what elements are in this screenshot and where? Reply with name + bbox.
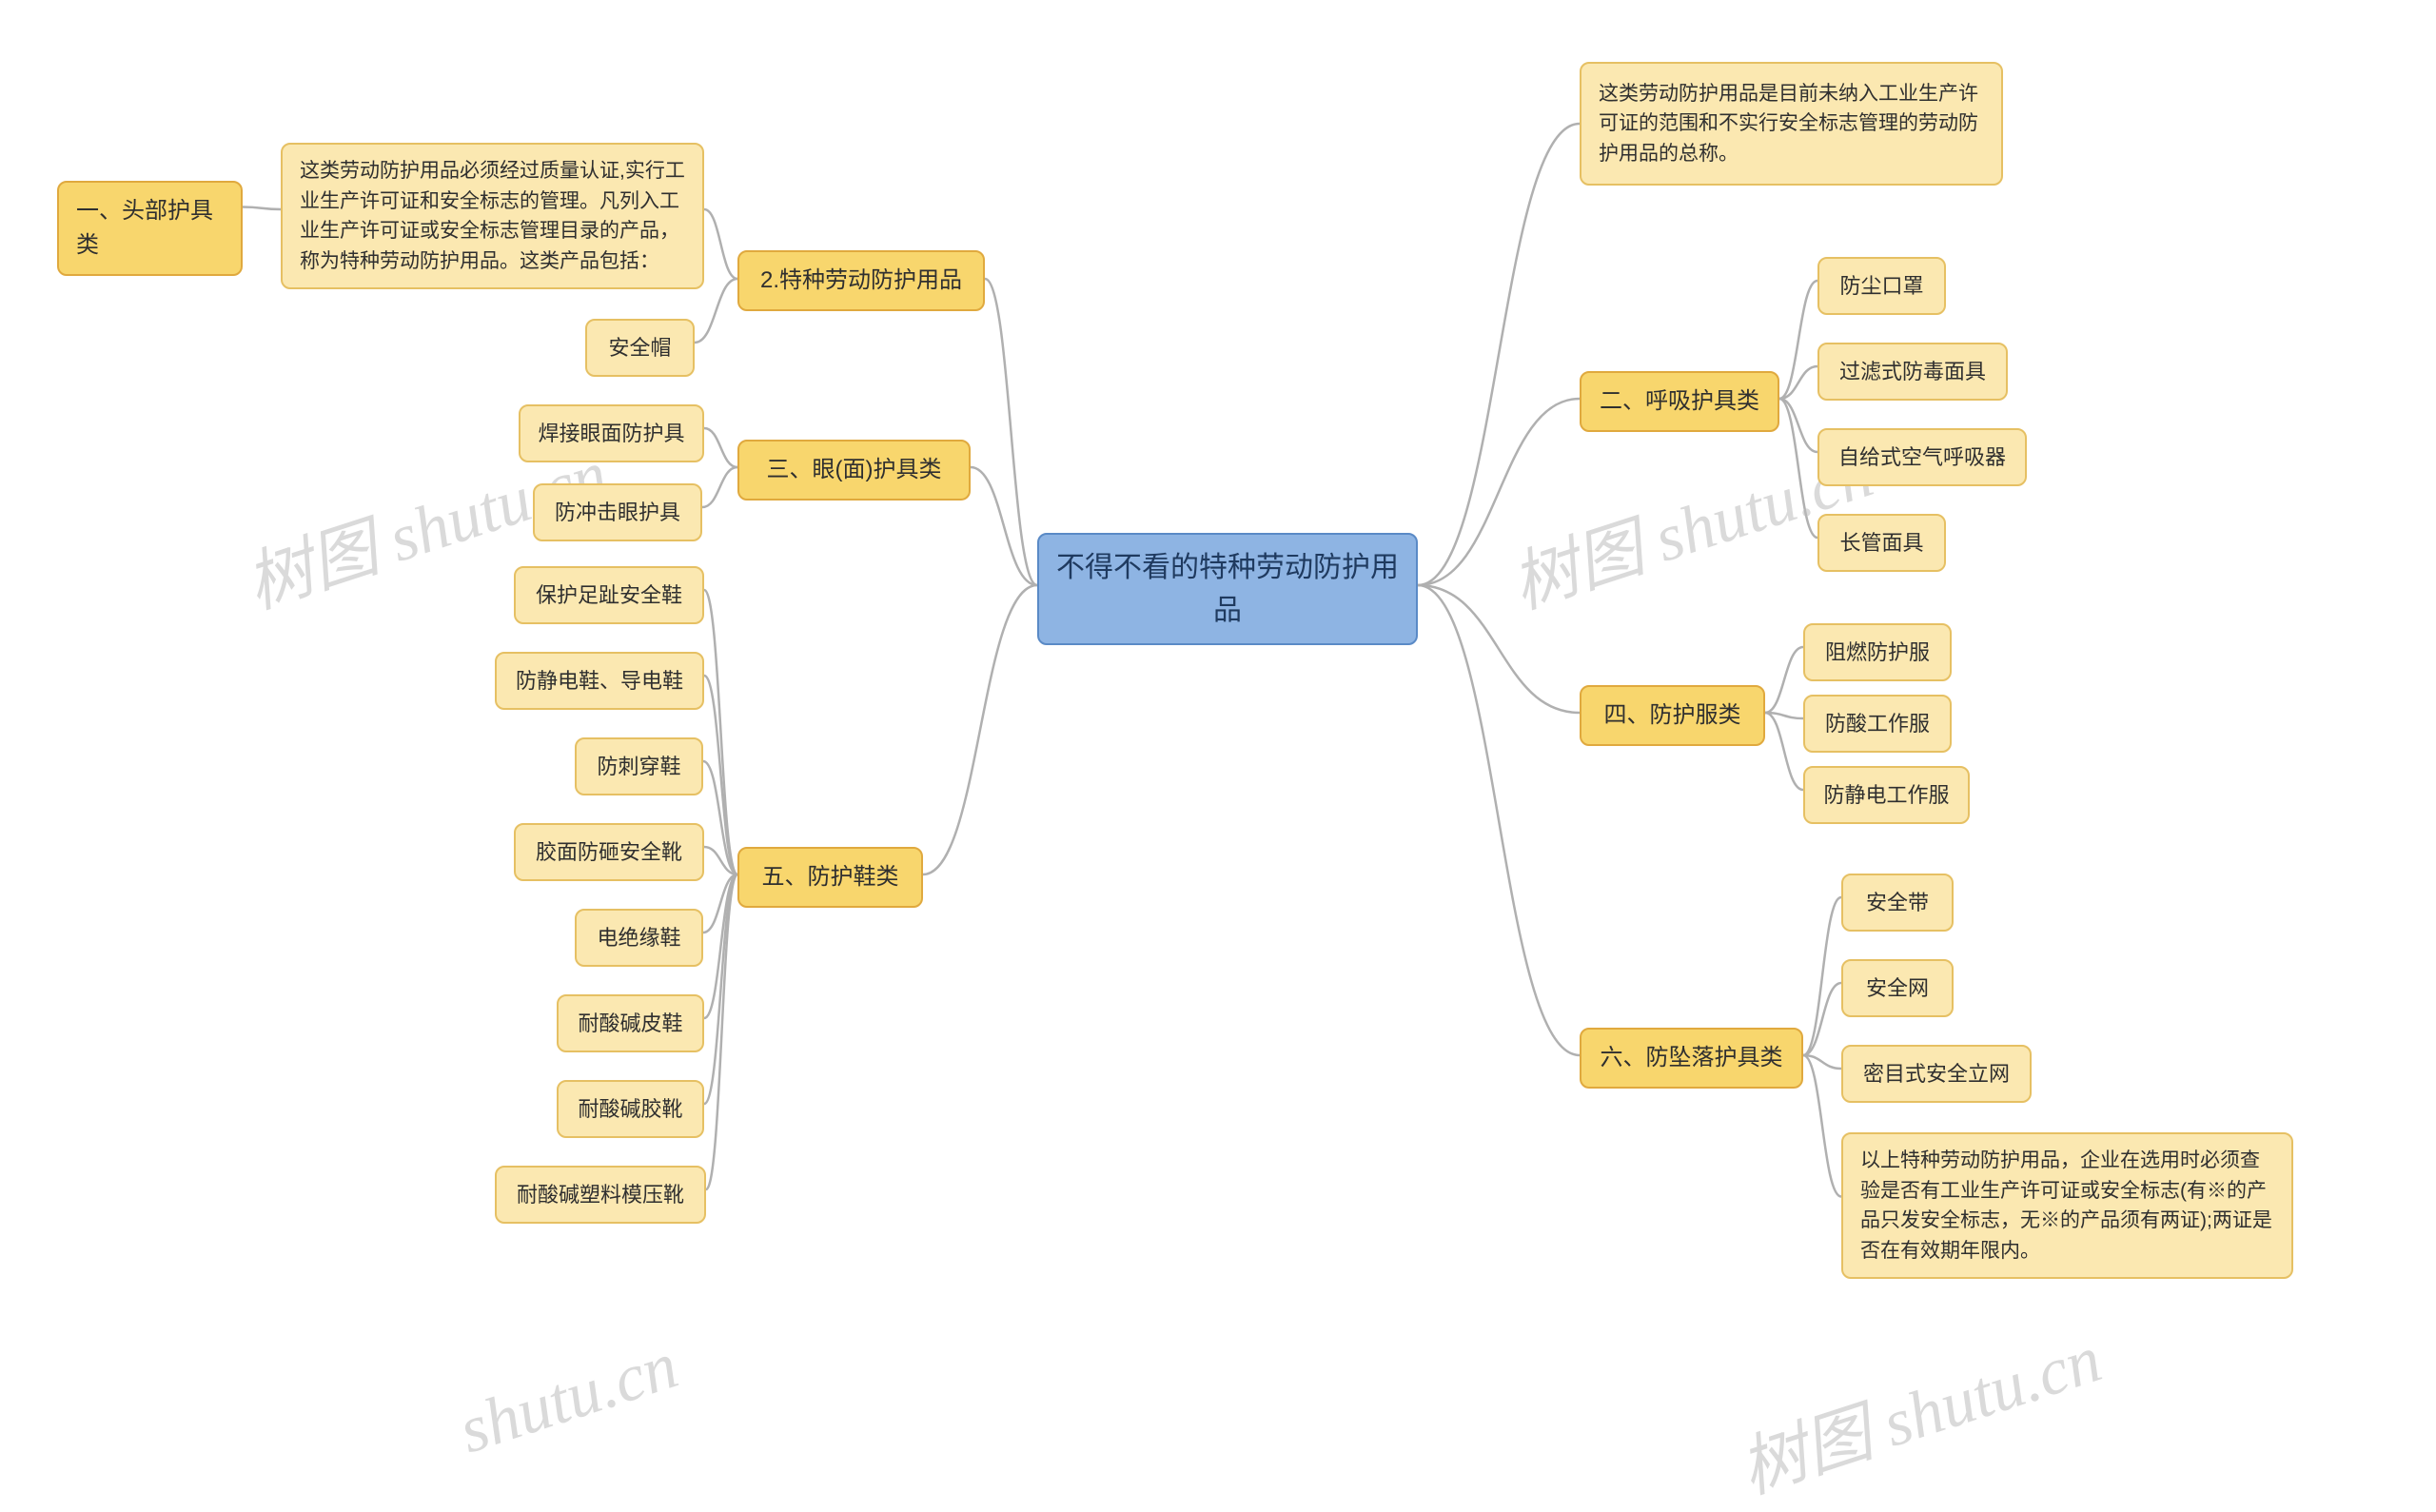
leaf-node[interactable]: 焊接眼面防护具 (519, 404, 704, 462)
leaf-node[interactable]: 自给式空气呼吸器 (1817, 428, 2027, 486)
branch-node-clothing[interactable]: 四、防护服类 (1580, 685, 1765, 746)
leaf-node[interactable]: 防静电工作服 (1803, 766, 1970, 824)
branch-node-respiratory[interactable]: 二、呼吸护具类 (1580, 371, 1779, 432)
leaf-node[interactable]: 安全网 (1841, 959, 1954, 1017)
leaf-node[interactable]: 电绝缘鞋 (575, 909, 703, 967)
branch-node-special-products[interactable]: 2.特种劳动防护用品 (737, 250, 985, 311)
leaf-node[interactable]: 安全带 (1841, 874, 1954, 932)
leaf-node[interactable]: 防静电鞋、导电鞋 (495, 652, 704, 710)
leaf-node[interactable]: 防刺穿鞋 (575, 737, 703, 795)
branch-node-foot[interactable]: 五、防护鞋类 (737, 847, 923, 908)
leaf-node[interactable]: 防冲击眼护具 (533, 483, 702, 541)
leaf-node[interactable]: 过滤式防毒面具 (1817, 343, 2008, 401)
leaf-node[interactable]: 长管面具 (1817, 514, 1946, 572)
leaf-node[interactable]: 防尘口罩 (1817, 257, 1946, 315)
leaf-node[interactable]: 胶面防砸安全靴 (514, 823, 704, 881)
leaf-node[interactable]: 耐酸碱胶靴 (557, 1080, 704, 1138)
leaf-node[interactable]: 保护足趾安全鞋 (514, 566, 704, 624)
note-node[interactable]: 这类劳动防护用品必须经过质量认证,实行工业生产许可证和安全标志的管理。凡列入工业… (281, 143, 704, 289)
watermark: 树图 shutu.cn (1726, 1306, 2112, 1512)
leaf-node[interactable]: 安全帽 (585, 319, 695, 377)
branch-node-fall-protection[interactable]: 六、防坠落护具类 (1580, 1028, 1803, 1089)
branch-node-eye-face[interactable]: 三、眼(面)护具类 (737, 440, 971, 501)
root-node[interactable]: 不得不看的特种劳动防护用品 (1037, 533, 1418, 645)
branch-node-head-protection[interactable]: 一、头部护具类 (57, 181, 243, 276)
leaf-node[interactable]: 耐酸碱皮鞋 (557, 994, 704, 1052)
note-node[interactable]: 以上特种劳动防护用品，企业在选用时必须查验是否有工业生产许可证或安全标志(有※的… (1841, 1132, 2293, 1279)
leaf-node[interactable]: 密目式安全立网 (1841, 1045, 2032, 1103)
watermark: shutu.cn (450, 1328, 686, 1470)
leaf-node[interactable]: 阻燃防护服 (1803, 623, 1952, 681)
leaf-node[interactable]: 耐酸碱塑料模压靴 (495, 1166, 706, 1224)
mindmap-canvas: 树图 shutu.cn 树图 shutu.cn 树图 shutu.cn shut… (0, 0, 2436, 1447)
note-node[interactable]: 这类劳动防护用品是目前未纳入工业生产许可证的范围和不实行安全标志管理的劳动防护用… (1580, 62, 2003, 186)
leaf-node[interactable]: 防酸工作服 (1803, 695, 1952, 753)
